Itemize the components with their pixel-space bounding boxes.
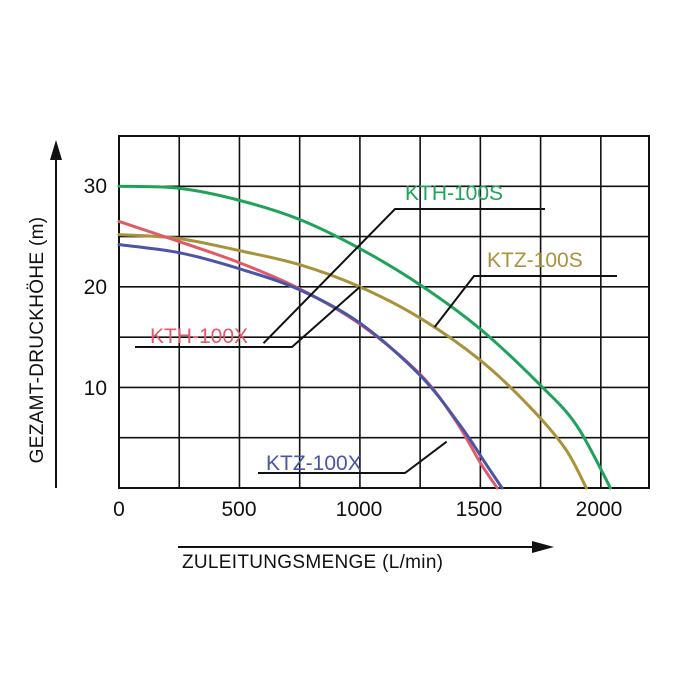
curves: [117, 184, 612, 490]
leader-line: [135, 286, 361, 348]
series-line-kth-100s: [117, 184, 612, 490]
y-tick-label: 10: [84, 377, 107, 400]
x-tick-label: 2000: [576, 498, 623, 521]
series-label-kth-100x: KTH-100X: [150, 325, 248, 348]
leader-line: [433, 275, 617, 328]
series-line-kth-100x: [117, 219, 499, 490]
series-label-ktz-100x: KTZ-100X: [266, 452, 362, 475]
x-tick-labels: 0 500 1000 1500 2000: [113, 498, 622, 521]
y-tick-label: 20: [84, 276, 107, 299]
x-tick-label: 0: [113, 498, 125, 521]
grid: [119, 136, 649, 488]
series-label-kth-100s: KTH-100S: [405, 182, 503, 205]
x-tick-label: 1500: [456, 498, 503, 521]
y-tick-label: 30: [84, 175, 107, 198]
leader-lines: [135, 208, 617, 474]
x-axis-title: ZULEITUNGSMENGE (L/min): [182, 552, 443, 573]
y-tick-labels: 10 20 30: [84, 175, 107, 400]
series-line-ktz-100x: [117, 243, 504, 490]
leader-line: [258, 440, 448, 474]
plot-frame: [118, 135, 650, 489]
x-tick-label: 500: [221, 498, 256, 521]
series-label-ktz-100s: KTZ-100S: [487, 249, 583, 272]
y-axis-arrow-head: [50, 140, 62, 160]
leader-line: [262, 208, 545, 344]
x-axis-arrow-head: [532, 541, 554, 553]
x-tick-label: 1000: [336, 498, 383, 521]
series-line-ktz-100s: [117, 233, 588, 490]
y-axis-title: GEZAMT-DRUCKHÖHE (m): [27, 217, 48, 464]
